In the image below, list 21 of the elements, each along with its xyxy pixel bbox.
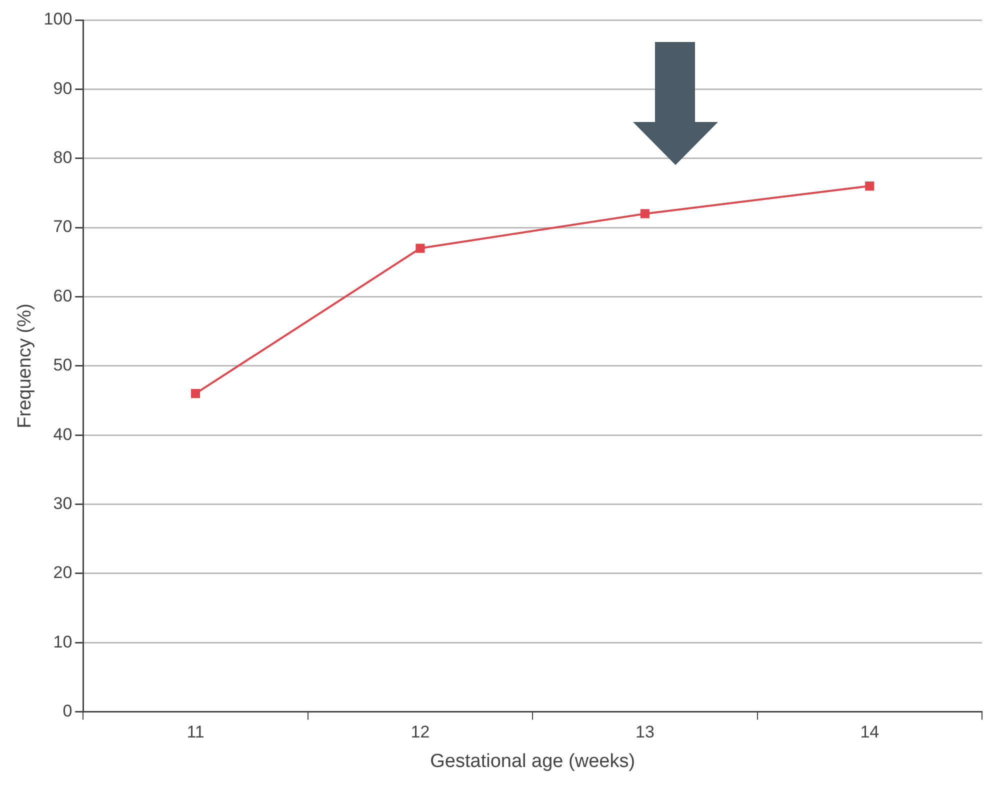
point	[865, 181, 874, 191]
y-tick-label: 50	[53, 356, 72, 375]
x-tick-label: 14	[860, 722, 880, 742]
y-tick-label: 70	[53, 217, 72, 236]
point	[416, 244, 425, 253]
y-axis-title: Frequency (%)	[14, 304, 36, 428]
y-tick-label: 80	[53, 148, 72, 168]
y-tick-label: 40	[53, 424, 72, 444]
x-tick-label: 13	[635, 722, 654, 742]
y-tick-label: 100	[44, 10, 72, 29]
x-tick-label: 11	[186, 722, 204, 742]
y-tick-label: 20	[53, 563, 72, 582]
x-axis-title: Gestational age (weeks)	[430, 750, 636, 772]
point	[190, 389, 200, 398]
y-tick-label: 30	[53, 494, 72, 513]
x-tick-label: 12	[410, 722, 430, 742]
y-tick-label: 0	[62, 701, 72, 720]
y-tick-label: 10	[53, 632, 72, 652]
point	[640, 209, 650, 218]
y-tick-label: 60	[53, 286, 72, 306]
y-tick-label: 90	[53, 78, 72, 98]
